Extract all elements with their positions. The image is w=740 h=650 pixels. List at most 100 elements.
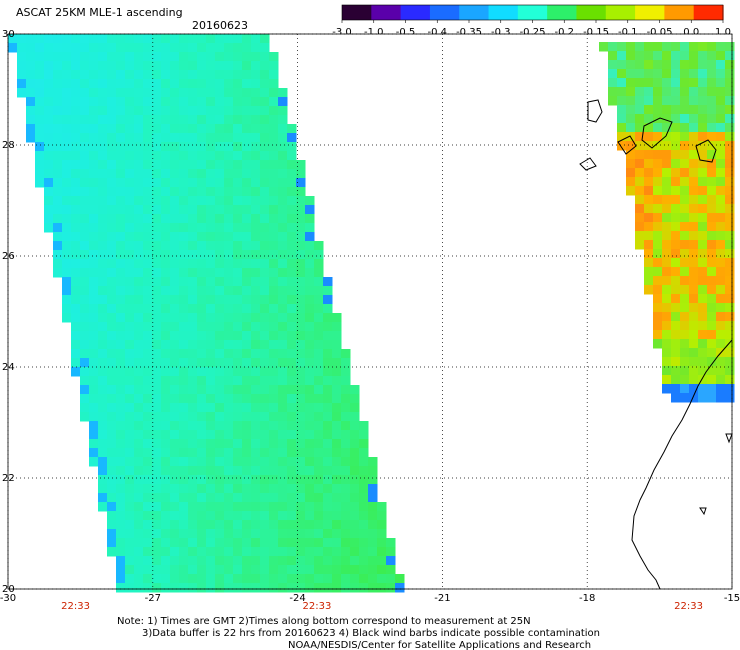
west-swath-cell — [332, 511, 342, 521]
west-swath-cell — [215, 547, 225, 557]
west-swath-cell — [278, 223, 288, 233]
west-swath-cell — [134, 538, 144, 548]
west-swath-cell — [17, 88, 27, 98]
east-swath-cell — [671, 60, 681, 70]
west-swath-cell — [233, 142, 243, 152]
east-swath-cell — [653, 195, 663, 205]
east-swath-cell — [644, 132, 654, 142]
west-swath-cell — [98, 268, 108, 278]
west-swath-cell — [368, 538, 378, 548]
west-swath-cell — [116, 538, 126, 548]
colorbar-swatch — [635, 5, 665, 20]
west-swath-cell — [260, 196, 270, 206]
west-swath-cell — [305, 367, 315, 377]
west-swath-cell — [134, 250, 144, 260]
west-swath-cell — [206, 61, 216, 71]
west-swath-cell — [377, 574, 387, 584]
east-swath-cell — [725, 258, 735, 268]
west-swath-cell — [62, 70, 72, 80]
west-swath-cell — [242, 223, 252, 233]
west-swath-cell — [242, 79, 252, 89]
east-swath-cell — [671, 186, 681, 196]
west-swath-cell — [134, 79, 144, 89]
west-swath-cell — [125, 529, 135, 539]
east-swath-cell — [689, 294, 699, 304]
west-swath-cell — [296, 358, 306, 368]
west-swath-cell — [44, 52, 54, 62]
west-swath-cell — [188, 376, 198, 386]
east-swath-cell — [716, 267, 726, 277]
west-swath-cell — [215, 466, 225, 476]
west-swath-cell — [242, 160, 252, 170]
east-swath-cell — [698, 267, 708, 277]
west-swath-cell — [224, 358, 234, 368]
east-swath-cell — [725, 339, 735, 349]
west-swath-cell — [350, 511, 360, 521]
west-swath-cell — [377, 502, 387, 512]
west-swath-cell — [80, 286, 90, 296]
west-swath-cell — [98, 133, 108, 143]
west-swath-cell — [125, 223, 135, 233]
west-swath-cell — [215, 268, 225, 278]
west-swath-cell — [35, 151, 45, 161]
west-swath-cell — [341, 457, 351, 467]
west-swath-cell — [179, 367, 189, 377]
west-swath-cell — [224, 250, 234, 260]
west-swath-cell — [188, 547, 198, 557]
west-swath-cell — [278, 88, 288, 98]
west-swath-cell — [107, 529, 117, 539]
west-swath-cell — [314, 403, 324, 413]
west-swath-cell — [179, 475, 189, 485]
west-swath-cell — [350, 385, 360, 395]
west-swath-cell — [152, 502, 162, 512]
west-swath-cell — [26, 34, 36, 44]
east-swath-cell — [662, 375, 672, 385]
west-swath-cell — [125, 43, 135, 53]
east-swath-cell — [707, 168, 717, 178]
west-swath-cell — [116, 115, 126, 125]
west-swath-cell — [62, 97, 72, 107]
west-swath-cell — [269, 376, 279, 386]
east-swath-cell — [653, 330, 663, 340]
west-swath-cell — [89, 367, 99, 377]
east-swath-cell — [662, 258, 672, 268]
west-swath-cell — [233, 520, 243, 530]
west-swath-cell — [287, 349, 297, 359]
west-swath-cell — [89, 106, 99, 116]
east-swath-cell — [716, 294, 726, 304]
west-swath-cell — [134, 268, 144, 278]
colorbar-label: -0.3 — [491, 27, 511, 38]
west-swath-cell — [233, 475, 243, 485]
west-swath-cell — [296, 322, 306, 332]
west-swath-cell — [107, 196, 117, 206]
west-swath-cell — [134, 286, 144, 296]
east-swath-cell — [653, 51, 663, 61]
west-swath-cell — [143, 556, 153, 566]
west-swath-cell — [278, 277, 288, 287]
east-swath-cell — [635, 159, 645, 169]
west-swath-cell — [134, 70, 144, 80]
west-swath-cell — [296, 520, 306, 530]
west-swath-cell — [179, 43, 189, 53]
west-swath-cell — [98, 205, 108, 215]
west-swath-cell — [323, 475, 333, 485]
west-swath-cell — [305, 556, 315, 566]
west-swath-cell — [107, 295, 117, 305]
west-swath-cell — [152, 106, 162, 116]
west-swath-cell — [116, 430, 126, 440]
colorbar-swatch — [342, 5, 372, 20]
east-swath-cell — [653, 186, 663, 196]
west-swath-cell — [116, 574, 126, 584]
west-swath-cell — [287, 160, 297, 170]
west-swath-cell — [161, 187, 171, 197]
east-swath-cell — [689, 339, 699, 349]
west-swath-cell — [179, 466, 189, 476]
west-swath-cell — [44, 160, 54, 170]
west-swath-cell — [134, 169, 144, 179]
west-swath-cell — [161, 277, 171, 287]
west-swath-cell — [359, 502, 369, 512]
east-swath-cell — [725, 141, 735, 151]
east-swath-cell — [653, 123, 663, 133]
east-swath-cell — [680, 195, 690, 205]
east-swath-cell — [689, 348, 699, 358]
